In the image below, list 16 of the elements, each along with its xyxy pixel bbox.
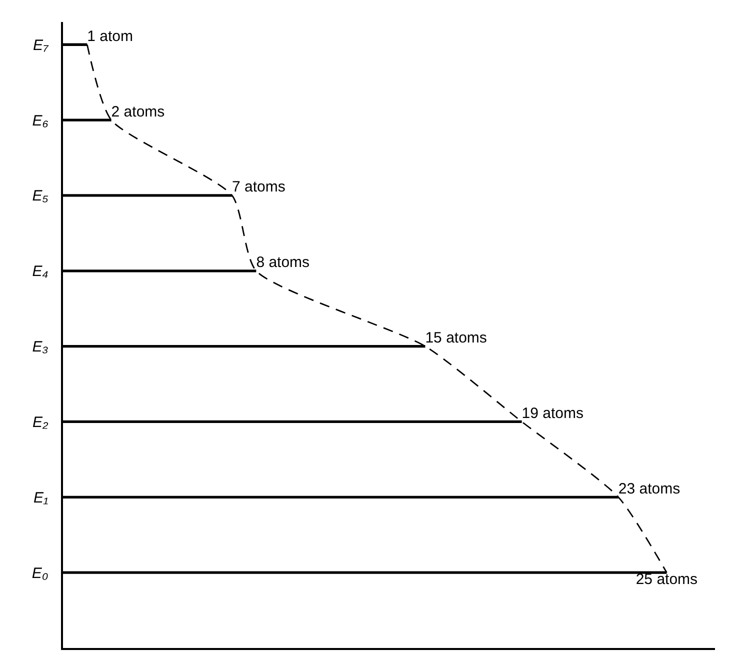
data-label: 15 atoms	[425, 330, 487, 347]
data-label: 8 atoms	[256, 254, 310, 272]
y-tick-label: E₀	[32, 564, 48, 582]
data-label: 1 atom	[87, 28, 134, 45]
data-label: 25 atoms	[636, 570, 698, 588]
y-tick-label: E₄	[32, 263, 48, 280]
y-tick-label: E₆	[32, 112, 48, 130]
data-label: 23 atoms	[618, 480, 680, 498]
y-tick-label: E₁	[34, 489, 49, 506]
y-tick-label: E₇	[32, 36, 49, 54]
y-tick-label: E₅	[32, 188, 48, 205]
data-label: 7 atoms	[232, 178, 286, 196]
y-tick-label: E₃	[32, 338, 48, 356]
data-label: 19 atoms	[522, 404, 584, 422]
y-tick-label: E₂	[32, 414, 49, 431]
data-label: 2 atoms	[111, 103, 165, 120]
